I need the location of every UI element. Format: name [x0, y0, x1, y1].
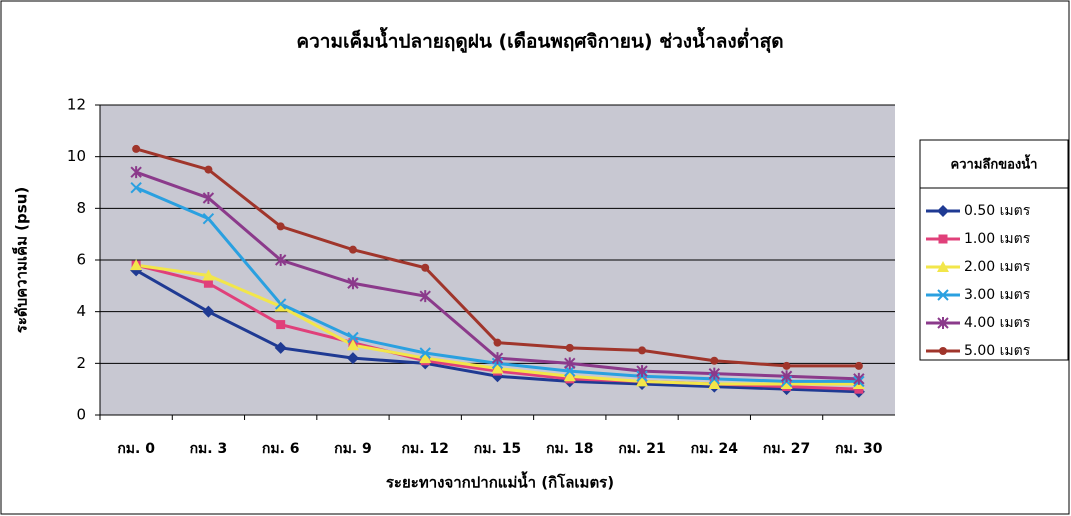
marker [937, 289, 949, 301]
marker [708, 367, 721, 380]
x-tick-label: กม. 15 [474, 441, 521, 457]
x-tick-label: กม. 0 [117, 441, 155, 457]
y-tick-label: 4 [76, 302, 86, 320]
x-tick-label: กม. 12 [402, 441, 449, 457]
marker [132, 144, 141, 153]
chart-title: ความเค็มน้ำปลายฤดูฝน (เดือนพฤศจิกายน) ช่… [296, 27, 783, 54]
legend-label: 1.00 เมตร [964, 231, 1031, 247]
marker [939, 347, 947, 355]
x-tick-label: กม. 9 [334, 441, 372, 457]
x-tick-label: กม. 3 [190, 441, 228, 457]
marker [938, 234, 948, 244]
y-tick-label: 6 [76, 251, 86, 269]
marker [782, 361, 791, 370]
marker [347, 331, 359, 344]
marker [493, 338, 502, 347]
legend-label: 2.00 เมตร [964, 259, 1031, 275]
marker [854, 384, 864, 394]
x-tick-label: กม. 30 [835, 441, 883, 457]
x-tick-label: กม. 24 [691, 441, 739, 457]
marker [276, 320, 286, 330]
marker [937, 261, 949, 272]
marker [346, 352, 359, 365]
y-tick-label: 10 [67, 147, 86, 165]
legend-label: 4.00 เมตร [964, 315, 1031, 331]
marker [347, 277, 359, 290]
marker [854, 361, 863, 370]
marker [419, 290, 431, 303]
legend-label: 0.50 เมตร [964, 203, 1031, 219]
marker [203, 278, 213, 288]
x-tick-label: กม. 6 [262, 441, 300, 457]
legend-label: 5.00 เมตร [964, 343, 1031, 359]
marker [274, 254, 287, 266]
marker [419, 352, 432, 364]
marker [202, 305, 215, 318]
marker [202, 269, 215, 281]
x-axis-label: ระยะทางจากปากแม่น้ำ (กิโลเมตร) [386, 471, 614, 492]
marker [421, 263, 430, 272]
marker [202, 212, 215, 225]
legend-label: 3.00 เมตร [964, 287, 1031, 303]
marker [491, 362, 504, 374]
marker [419, 347, 431, 359]
marker [708, 378, 721, 389]
marker [636, 365, 648, 378]
marker [638, 346, 647, 355]
legend: ความลึกของน้ำ 0.50 เมตร 1.00 เมตร 2.00 เมต… [919, 139, 1069, 361]
marker [937, 317, 949, 329]
marker [563, 370, 576, 382]
marker [130, 166, 142, 179]
marker [937, 205, 949, 217]
x-tick-label: กม. 21 [618, 441, 665, 457]
y-tick-label: 0 [76, 406, 86, 424]
y-tick-label: 12 [67, 96, 86, 114]
x-tick-label: กม. 18 [546, 441, 593, 457]
legend-title: ความลึกของน้ำ [951, 154, 1038, 173]
marker [780, 370, 793, 383]
marker [565, 343, 574, 352]
marker [204, 165, 213, 174]
marker [346, 339, 359, 351]
marker [564, 357, 576, 370]
marker [710, 356, 719, 365]
marker [491, 352, 504, 365]
legend-title-box [919, 139, 1069, 189]
y-axis-label: ระดับความเค็ม (psu) [12, 187, 31, 333]
marker [274, 341, 287, 354]
y-tick-label: 2 [76, 354, 86, 372]
x-tick-label: กม. 27 [763, 441, 810, 457]
marker [202, 192, 215, 204]
marker [274, 298, 287, 310]
marker [780, 378, 793, 389]
marker [853, 372, 865, 385]
marker [130, 259, 143, 271]
marker [274, 300, 287, 312]
y-tick-label: 8 [76, 199, 86, 217]
marker [130, 181, 142, 194]
marker [276, 222, 285, 231]
marker [348, 245, 357, 254]
marker [636, 375, 649, 387]
